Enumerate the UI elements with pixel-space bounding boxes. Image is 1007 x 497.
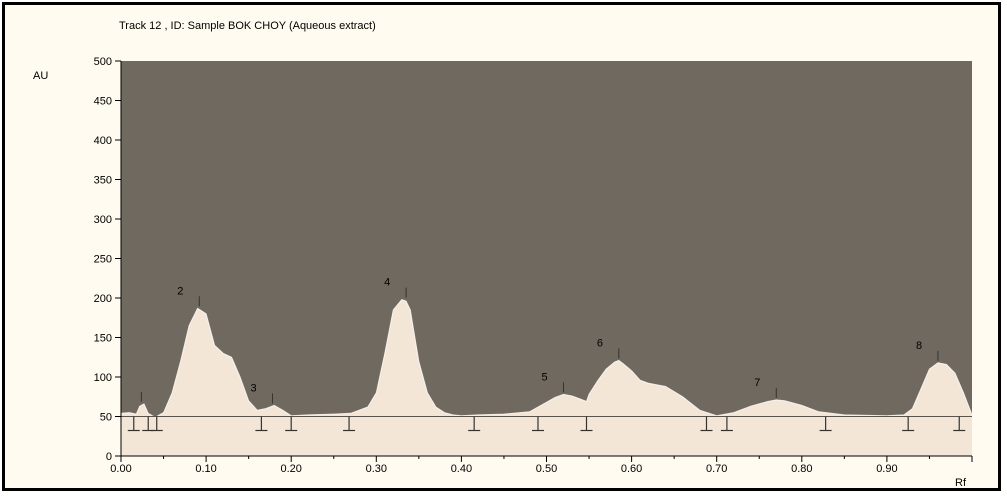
x-tick-label: 0.20 <box>280 463 301 475</box>
y-tick-label: 300 <box>94 214 112 226</box>
y-tick-label: 50 <box>100 412 112 424</box>
x-tick-label: 0.60 <box>621 463 642 475</box>
y-tick-label: 150 <box>94 333 112 345</box>
y-tick-label: 400 <box>94 135 112 147</box>
x-tick-label: 0.80 <box>791 463 812 475</box>
y-tick-label: 200 <box>94 293 112 305</box>
plot-area <box>121 61 972 456</box>
x-tick-label: 0.90 <box>876 463 897 475</box>
peak-label: 6 <box>597 337 603 349</box>
x-tick-label: 0.70 <box>706 463 727 475</box>
x-tick-label: 0.50 <box>536 463 557 475</box>
x-tick-label: 0.10 <box>195 463 216 475</box>
y-tick-label: 350 <box>94 175 112 187</box>
peak-label: 4 <box>384 277 390 289</box>
y-tick-label: 100 <box>94 372 112 384</box>
peak-label: 5 <box>542 371 548 383</box>
chart-title: Track 12 , ID: Sample BOK CHOY (Aqueous … <box>119 20 376 32</box>
peak-label: 8 <box>916 340 922 352</box>
x-tick-label: 0.40 <box>451 463 472 475</box>
y-tick-label: 450 <box>94 96 112 108</box>
peak-label: 2 <box>177 285 183 297</box>
y-axis-label: AU <box>33 70 48 82</box>
x-tick-label: 0.00 <box>110 463 131 475</box>
x-tick-label: 0.30 <box>366 463 387 475</box>
y-tick-label: 500 <box>94 56 112 68</box>
x-axis-label: Rf <box>955 477 967 489</box>
y-tick-label: 0 <box>106 451 112 463</box>
peak-label: 7 <box>754 377 760 389</box>
curve-outline <box>120 299 973 418</box>
peak-label: 3 <box>250 382 256 394</box>
y-tick-label: 250 <box>94 254 112 266</box>
